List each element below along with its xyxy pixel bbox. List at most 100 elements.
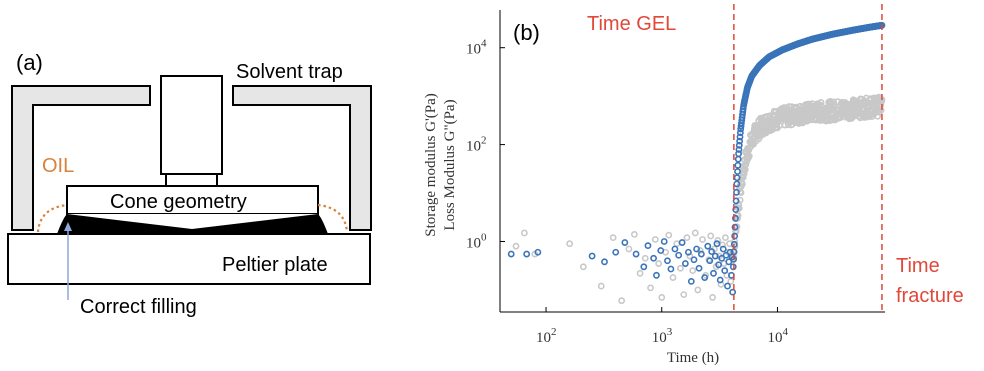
loss-modulus-point — [677, 264, 684, 272]
storage-modulus-point — [671, 245, 679, 253]
y-axis-label-line1: Storage modulus G'(Pa) — [423, 93, 439, 237]
loss-modulus-point — [696, 247, 704, 254]
loss-modulus-point — [579, 263, 587, 271]
storage-modulus-point — [678, 239, 686, 246]
storage-modulus-point — [724, 282, 731, 290]
loss-modulus-point — [636, 269, 644, 277]
y-tick-label: 102 — [466, 135, 487, 155]
storage-modulus-point — [734, 168, 741, 175]
y-tick-label: 100 — [466, 231, 487, 251]
storage-modulus-point — [715, 261, 723, 269]
panel-a: (a) Solvent trap Cone geometry OIL Pelti… — [7, 50, 372, 318]
x-tick-label: 103 — [652, 326, 673, 346]
storage-modulus-point — [650, 254, 657, 262]
loss-modulus-point — [745, 152, 753, 160]
storage-modulus-point — [713, 240, 721, 248]
storage-modulus-point — [697, 250, 705, 258]
storage-modulus-point — [653, 271, 660, 279]
loss-modulus-point — [647, 284, 654, 292]
storage-modulus-point — [718, 254, 726, 262]
storage-modulus-point — [667, 265, 675, 273]
cone-geometry — [66, 185, 319, 215]
storage-modulus-point — [732, 197, 740, 205]
storage-modulus-point — [693, 245, 700, 253]
storage-modulus-point — [733, 174, 741, 182]
cone-gap — [67, 214, 318, 229]
storage-modulus-point — [507, 250, 515, 258]
loss-modulus-point — [709, 294, 716, 301]
storage-modulus-point — [704, 242, 712, 250]
storage-modulus-point — [736, 133, 744, 141]
loss-modulus-point — [669, 274, 677, 281]
solvent-trap-left — [11, 85, 151, 231]
storage-modulus-point — [731, 232, 739, 240]
storage-modulus-point — [731, 214, 739, 222]
loss-modulus-point — [877, 106, 885, 114]
loss-modulus-point — [625, 245, 633, 253]
loss-modulus-point — [680, 291, 688, 299]
spindle-neck — [165, 173, 218, 187]
storage-modulus-point — [632, 250, 640, 258]
storage-modulus-point — [695, 264, 703, 272]
storage-modulus-point — [601, 258, 608, 266]
loss-modulus-point — [742, 161, 750, 168]
storage-modulus-point — [612, 248, 620, 256]
storage-modulus-point — [588, 252, 596, 260]
storage-modulus-point — [719, 245, 727, 253]
loss-modulus-point — [665, 231, 673, 239]
storage-modulus-point — [729, 288, 737, 296]
storage-modulus-point — [660, 238, 668, 245]
loss-modulus-point — [691, 229, 699, 237]
storage-modulus-point — [733, 180, 741, 188]
loss-modulus-point — [722, 234, 729, 242]
storage-modulus-point — [657, 247, 665, 254]
storage-modulus-point — [735, 146, 743, 153]
oil-label: OIL — [42, 155, 74, 177]
time-fracture-label-line1: Time — [896, 255, 940, 277]
loss-modulus-point — [566, 240, 574, 248]
storage-modulus-point — [733, 188, 740, 196]
storage-modulus-point — [736, 129, 744, 137]
solvent-trap-label: Solvent trap — [236, 61, 343, 83]
loss-modulus-point — [520, 229, 528, 237]
loss-modulus-point — [699, 236, 706, 243]
storage-modulus-point — [687, 277, 695, 285]
y-tick-label: 104 — [466, 38, 487, 58]
solvent-trap-right — [232, 85, 372, 231]
oil-meniscus-right — [317, 203, 349, 233]
peltier-plate-label: Peltier plate — [222, 254, 328, 276]
filling-arrow-head — [64, 222, 72, 231]
loss-modulus-point — [641, 254, 649, 262]
storage-modulus-point — [664, 257, 671, 265]
loss-modulus-point — [740, 170, 748, 177]
panel-b: (b) 102 103 104 100 102 104 Time GEL Time fra… — [423, 4, 964, 366]
x-axis-label: Time (h) — [667, 350, 719, 366]
loss-modulus-point — [689, 267, 697, 275]
storage-modulus-point — [734, 155, 742, 163]
loss-modulus-point — [658, 294, 666, 301]
x-tick-label: 104 — [767, 326, 788, 346]
storage-modulus-point — [706, 257, 714, 265]
loss-modulus-point — [630, 230, 638, 238]
panel-a-label: (a) — [16, 50, 43, 75]
loss-modulus-point — [609, 234, 617, 242]
storage-modulus-point — [675, 251, 683, 259]
loss-modulus-point — [714, 237, 722, 244]
cone-geometry-label: Cone geometry — [110, 191, 247, 213]
spindle-shaft — [160, 75, 223, 175]
loss-modulus-point — [727, 277, 735, 285]
storage-modulus-point — [708, 248, 716, 255]
loss-modulus-point — [651, 236, 659, 243]
y-axis-label-line2: Loss Modulus G"(Pa) — [442, 99, 458, 230]
storage-modulus-point — [710, 269, 717, 277]
storage-modulus-point — [734, 161, 742, 169]
loss-modulus-point — [694, 286, 702, 294]
loss-modulus-point — [735, 204, 743, 212]
storage-modulus-point — [644, 242, 652, 250]
plot-area: 102 103 104 100 102 104 — [466, 4, 886, 346]
loss-modulus-point — [683, 234, 691, 242]
loss-modulus-point — [707, 232, 715, 240]
loss-modulus-point — [673, 240, 681, 248]
oil-meniscus-left — [36, 203, 68, 233]
